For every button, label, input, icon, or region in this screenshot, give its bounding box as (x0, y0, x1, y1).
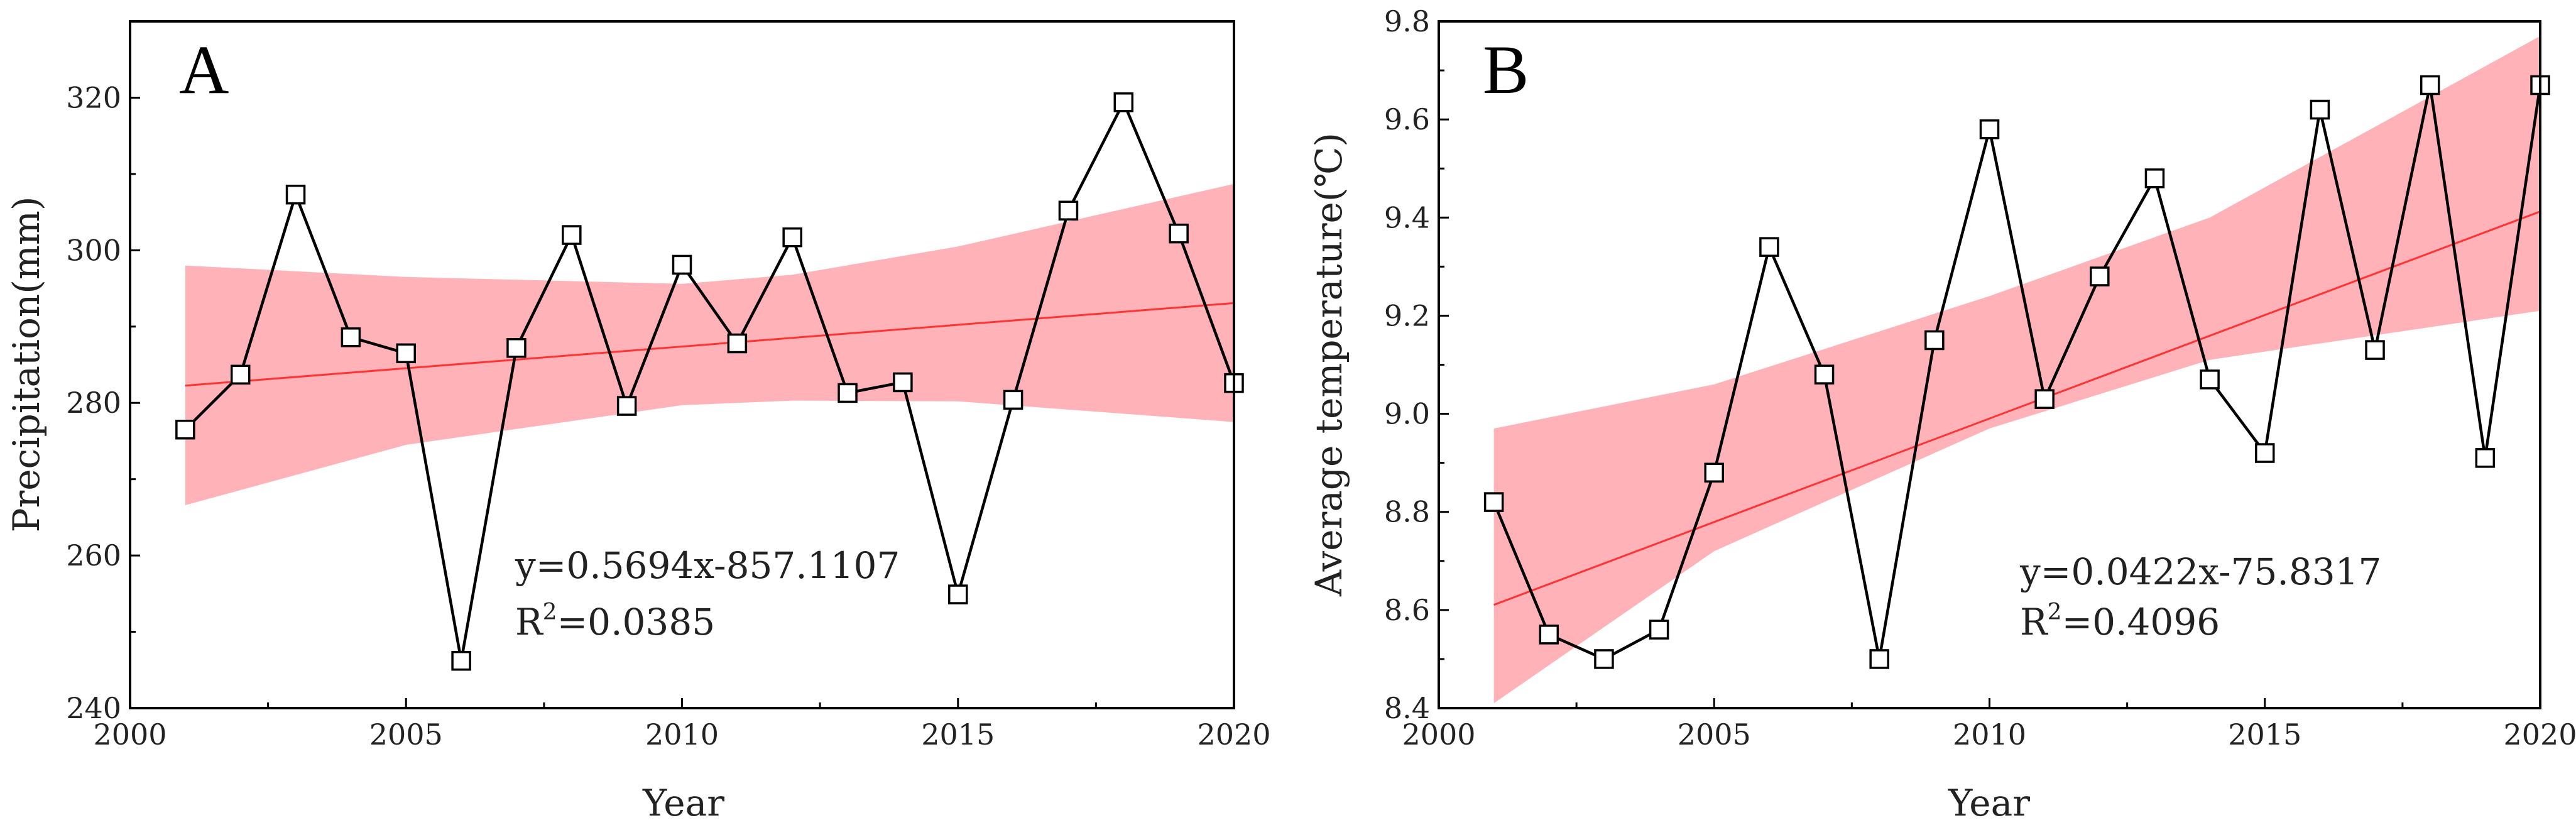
panel-b-letter: B (1483, 31, 1529, 108)
panel-b-marker-2016 (2310, 99, 2330, 120)
panel-a-marker-2014 (893, 372, 913, 393)
panel-b-marker-2012 (2090, 266, 2110, 287)
panel-a-marker-2007 (506, 338, 527, 358)
panel-a-y-tick-label-2: 280 (66, 386, 121, 420)
panel-b-marker-2003 (1594, 649, 1614, 669)
panel-b-x-tick-label-2020: 2020 (2503, 718, 2576, 751)
panel-a-marker-2005 (396, 343, 416, 364)
panel-b-marker-2011 (2034, 389, 2055, 409)
panel-b-y-tick-label-0: 8.4 (1384, 691, 1430, 725)
panel-b-marker-2007 (1814, 364, 1835, 385)
panel-a-x-axis-label: Year (642, 782, 724, 824)
panel-a-x-tick-label-2000: 2000 (93, 718, 166, 751)
panel-b-ticks-layer: 2000 2005 2010 2015 2020 8.4 8.6 8.8 9.0 9.2 9.4 9.… (1384, 4, 2576, 751)
panel-a-marker-2003 (285, 184, 306, 205)
panel-b-marker-2002 (1539, 625, 1559, 645)
panel-b-x-tick-label-2000: 2000 (1402, 718, 1475, 751)
panel-a-marker-2012 (782, 227, 802, 248)
panel-a-marker-2013 (838, 383, 858, 403)
panel-b-marker-2009 (1924, 330, 1945, 351)
panel-b-marker-2001 (1483, 492, 1504, 512)
panel-a-trend-layer (185, 302, 1235, 387)
panel-a-marker-2017 (1058, 200, 1079, 221)
panel-b-r-squared: R2=0.4096 (2020, 599, 2220, 643)
panel-b-marker-2013 (2144, 168, 2165, 188)
panel-b-marker-2008 (1869, 649, 1889, 669)
panel-b-x-axis-label: Year (1948, 782, 2030, 824)
panel-a-marker-2011 (727, 333, 748, 354)
panel-b-marker-2015 (2255, 443, 2275, 463)
panel-a-r2-letter: R (515, 601, 544, 643)
panel-a-marker-2002 (230, 364, 251, 385)
panel-b-y-tick-label-1: 8.6 (1384, 593, 1430, 627)
panel-b-x-tick-label-2005: 2005 (1678, 718, 1751, 751)
panel-b-marker-2014 (2200, 369, 2220, 390)
panel-b-marker-2018 (2420, 75, 2440, 96)
panel-b-r2-exponent: 2 (2048, 599, 2062, 625)
panel-b-y-tick-label-2: 8.8 (1384, 495, 1430, 529)
panel-a-marker-2016 (1003, 390, 1023, 410)
panel-a-x-tick-label-2015: 2015 (921, 718, 995, 751)
panel-b-confidence-band (1493, 36, 2540, 704)
panel-b-y-tick-label-4: 9.2 (1384, 298, 1430, 332)
panel-b-trend-layer (1493, 210, 2541, 606)
panel-a-equation: y=0.5694x-857.1107 (515, 544, 900, 587)
panel-a-y-tick-label-1: 260 (66, 538, 121, 572)
panel-b-marker-2017 (2365, 340, 2385, 360)
panel-a-r2-value: =0.0385 (557, 601, 716, 643)
panel-a-marker-2010 (672, 254, 692, 275)
panel-a-marker-2006 (451, 650, 471, 671)
panel-b-trend-line (1493, 210, 2541, 606)
panel-b-marker-2005 (1704, 462, 1724, 483)
panel-b-chart: 2000 2005 2010 2015 2020 8.4 8.6 8.8 9.0 9.2 9.4 9.… (1307, 4, 2576, 824)
panel-a-marker-2009 (616, 396, 637, 416)
panel-b-r2-value: =0.4096 (2062, 601, 2220, 643)
panel-a-r2-exponent: 2 (543, 599, 557, 625)
panel-b-r2-letter: R (2020, 601, 2049, 643)
panel-a-markers-layer (175, 92, 1244, 671)
panel-b-y-tick-label-5: 9.4 (1384, 200, 1430, 234)
panel-a-x-tick-label-2010: 2010 (645, 718, 719, 751)
panel-a-y-axis-label: Precipitation(mm) (5, 196, 48, 532)
panel-a-ticks-layer: 2000 2005 2010 2015 2020 240 260 280 300 320 (66, 80, 1270, 751)
panel-b-x-tick-label-2010: 2010 (1953, 718, 2026, 751)
panel-b-marker-2006 (1759, 237, 1779, 257)
panel-b-marker-2004 (1649, 620, 1669, 640)
panel-a-marker-2015 (948, 584, 968, 604)
panel-b-series-layer (1492, 85, 2542, 661)
panel-a-letter: A (179, 31, 229, 108)
panel-a-marker-2004 (341, 327, 361, 347)
panel-a-trend-line (185, 302, 1235, 387)
panel-b-marker-2019 (2475, 448, 2496, 468)
panel-a-chart: 2000 2005 2010 2015 2020 240 260 280 300 320 A y=… (5, 20, 1271, 824)
panel-a-x-tick-label-2020: 2020 (1197, 718, 1270, 751)
panel-a-marker-2018 (1113, 92, 1134, 112)
panel-a-marker-2001 (175, 419, 195, 440)
panel-a-marker-2008 (562, 225, 582, 245)
panel-a-y-tick-label-3: 300 (66, 233, 121, 267)
panel-a-y-tick-label-0: 240 (66, 691, 121, 725)
panel-b-equation: y=0.0422x-75.8317 (2019, 550, 2381, 593)
panel-a-marker-2019 (1169, 223, 1189, 244)
panel-a-r-squared: R2=0.0385 (515, 599, 715, 643)
panel-b-y-axis-label: Average temperature(℃) (1307, 133, 1350, 597)
panel-b-marker-2010 (1979, 119, 2000, 139)
panel-b-y-tick-label-3: 9.0 (1384, 397, 1430, 431)
panel-b-y-tick-label-6: 9.6 (1384, 102, 1430, 136)
panel-b-y-tick-label-7: 9.8 (1384, 4, 1430, 38)
panel-b-confidence-band-layer (1493, 36, 2540, 704)
panel-a-x-tick-label-2005: 2005 (369, 718, 443, 751)
panel-b-series-line (1492, 85, 2542, 661)
panel-a-y-tick-label-4: 320 (66, 80, 121, 114)
panel-b-x-tick-label-2015: 2015 (2228, 718, 2301, 751)
